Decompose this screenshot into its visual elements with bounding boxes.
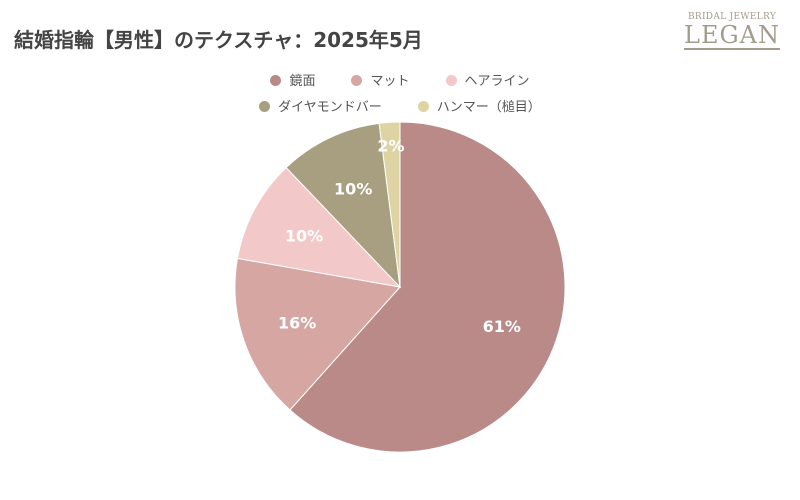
pie-slice[interactable]: [289, 121, 566, 453]
legend-item[interactable]: ハンマー（槌目）: [417, 96, 541, 115]
brand-logo: BRIDAL JEWELRY LEGAN: [684, 12, 780, 50]
legend-row-1: 鏡面 マット ヘアライン: [0, 70, 800, 89]
legend-label: ダイヤモンドバー: [278, 100, 382, 115]
legend-label: ハンマー（槌目）: [436, 100, 541, 115]
data-label: 61%: [483, 317, 521, 336]
legend-label: ヘアライン: [464, 74, 530, 89]
legend-swatch: [259, 101, 271, 112]
data-label: 16%: [278, 314, 316, 333]
legend-swatch: [351, 75, 363, 86]
legend-row-2: ダイヤモンドバー ハンマー（槌目）: [0, 96, 800, 115]
legend-swatch: [270, 75, 282, 86]
logo-subtitle: BRIDAL JEWELRY: [687, 12, 777, 22]
legend-swatch: [417, 101, 429, 112]
legend-swatch: [445, 75, 457, 86]
legend-label: マット: [370, 74, 410, 89]
legend-item[interactable]: ヘアライン: [445, 70, 530, 89]
pie-slice[interactable]: [236, 166, 402, 288]
legend-item[interactable]: マット: [351, 70, 410, 89]
pie-slice[interactable]: [378, 121, 401, 288]
data-label: 10%: [285, 227, 323, 246]
pie-slice[interactable]: [234, 257, 401, 411]
chart-title: 結婚指輪【男性】のテクスチャ：2025年5月: [14, 28, 423, 52]
pie-slice[interactable]: [285, 122, 401, 289]
legend-item[interactable]: 鏡面: [270, 70, 315, 89]
legend-item[interactable]: ダイヤモンドバー: [259, 96, 382, 115]
data-label: 10%: [334, 180, 372, 199]
legend-label: 鏡面: [289, 74, 316, 89]
data-label: 2%: [377, 136, 404, 155]
logo-name: LEGAN: [684, 21, 780, 50]
